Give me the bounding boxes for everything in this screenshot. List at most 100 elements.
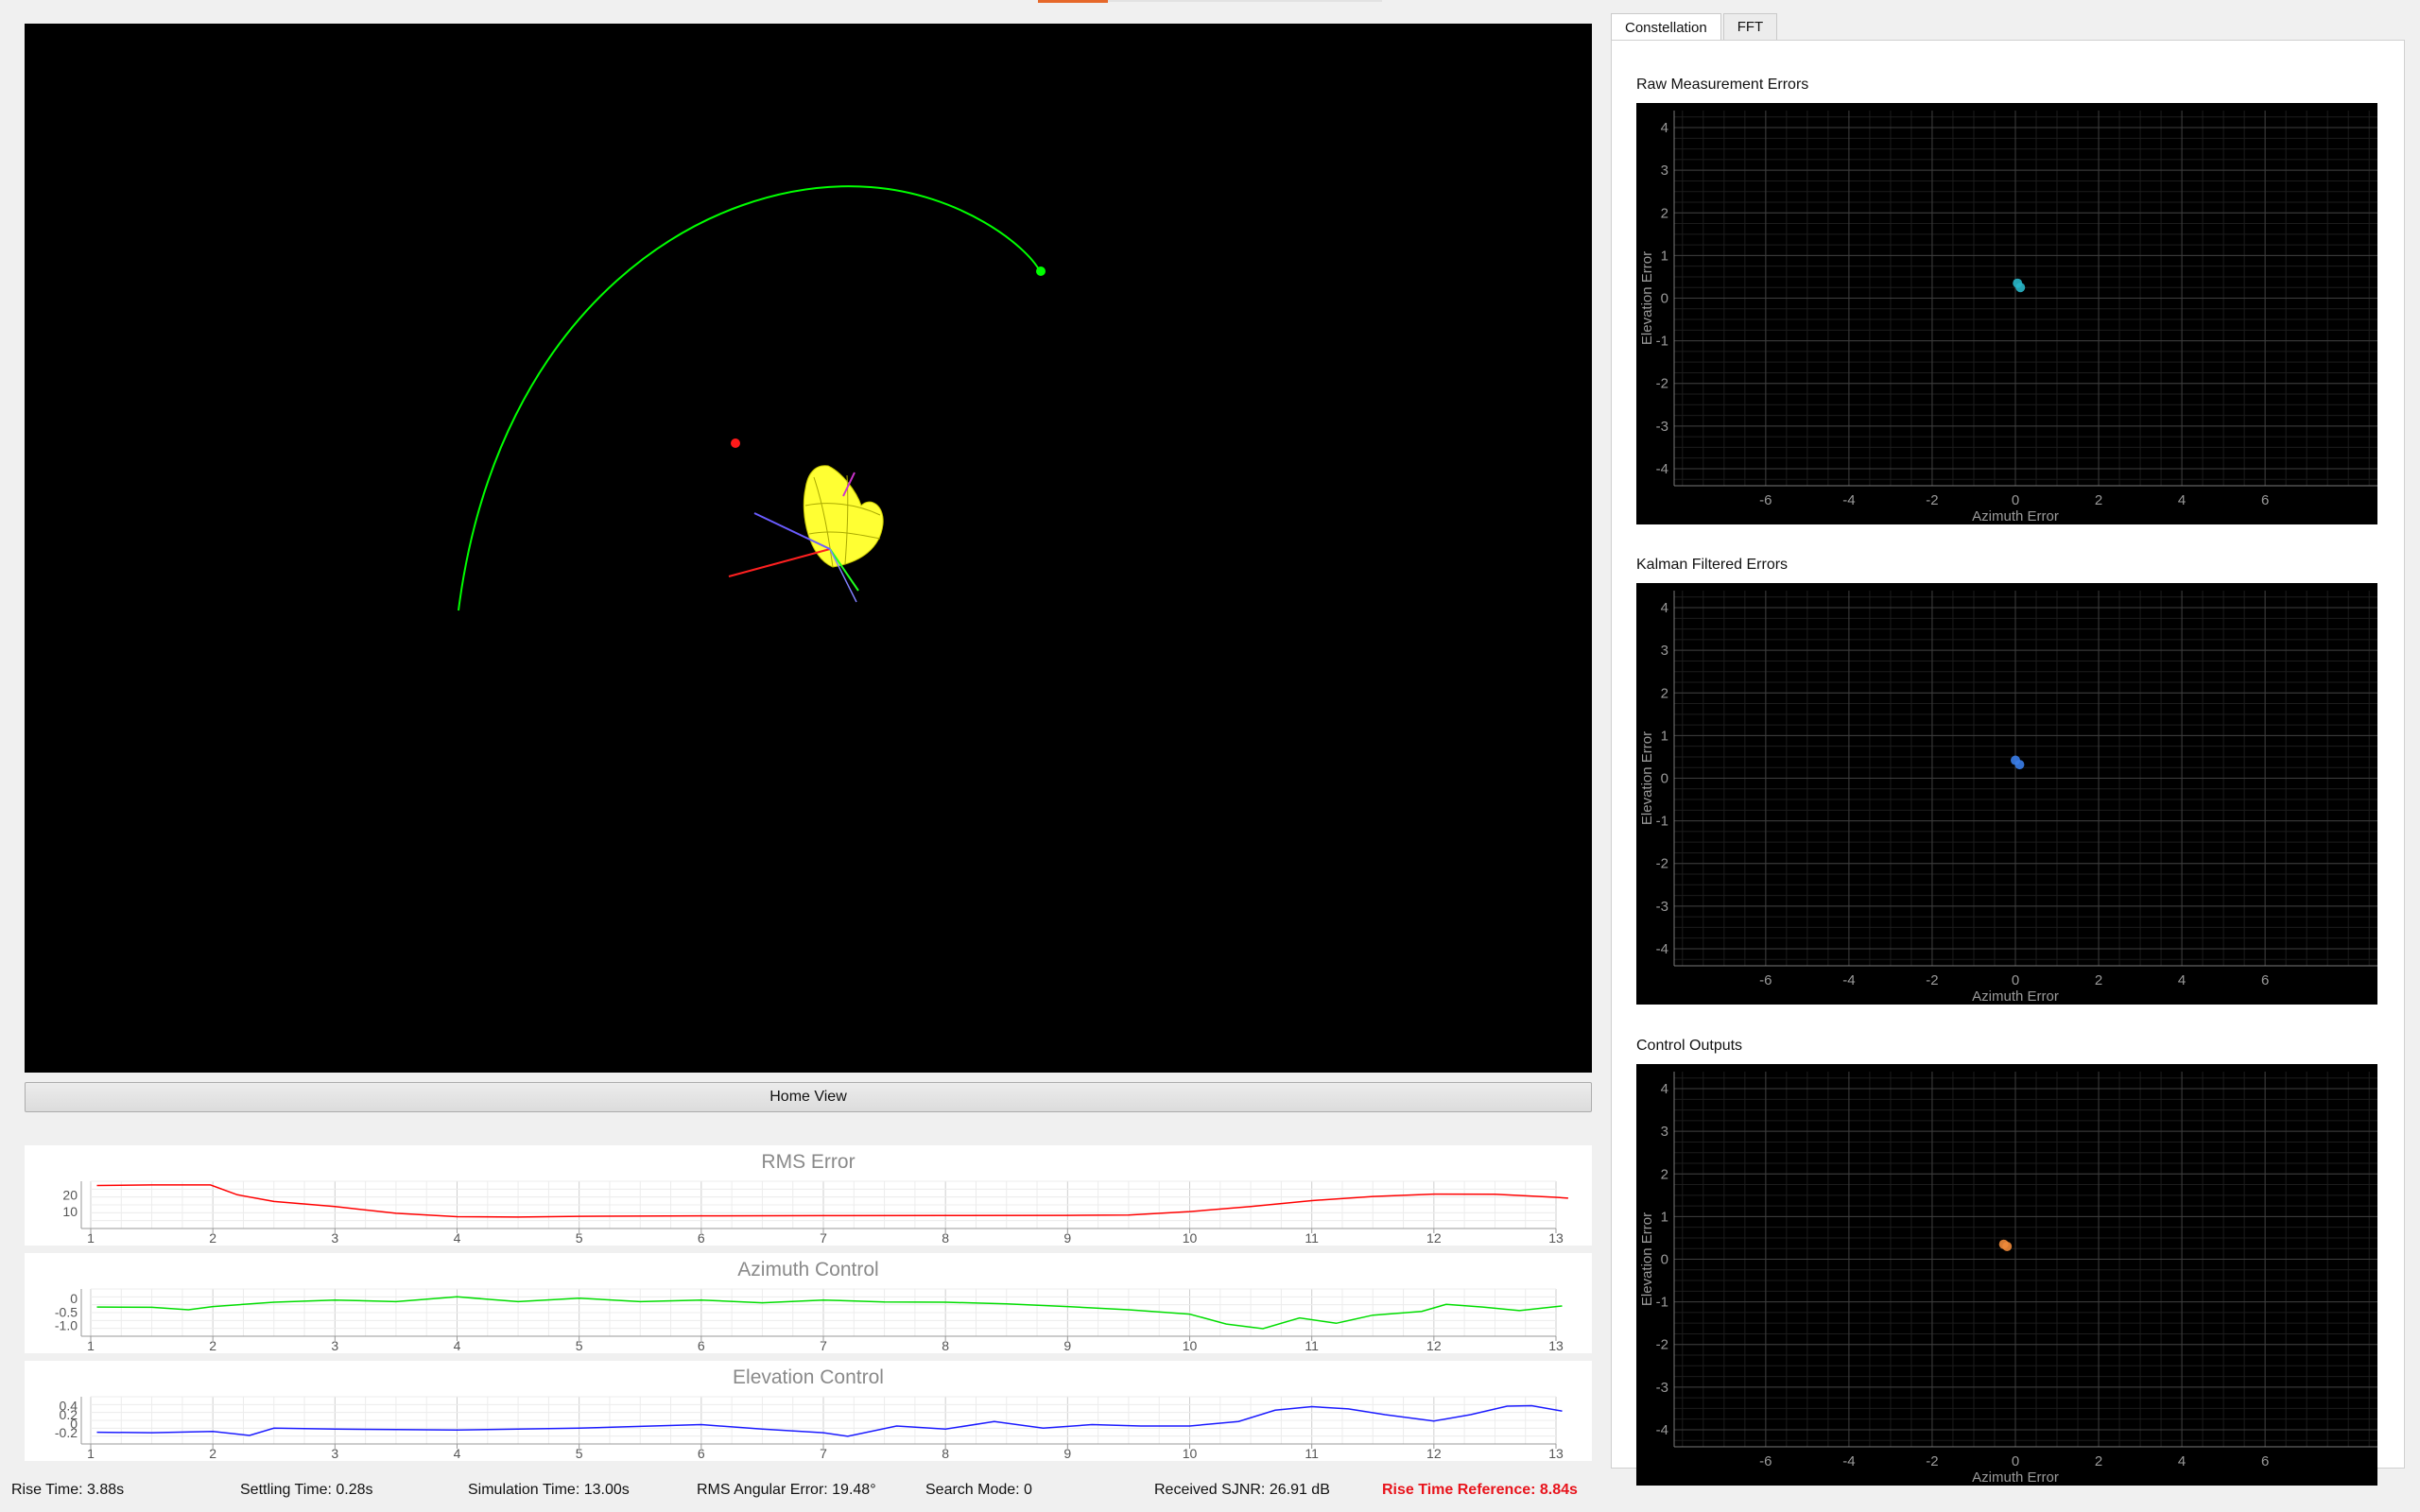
y-tick-label: -0.2 (55, 1425, 78, 1440)
x-tick-label: 7 (820, 1446, 827, 1461)
3d-viewport[interactable] (25, 24, 1592, 1073)
y-tick-label: 0 (1661, 1252, 1668, 1268)
y-tick-label: 3 (1661, 163, 1668, 179)
x-tick-label: 5 (576, 1230, 583, 1246)
x-tick-label: 3 (331, 1230, 338, 1246)
x-tick-label: 2 (209, 1230, 216, 1246)
tab-bar: Constellation FFT (1611, 13, 1779, 41)
y-tick-label: -2 (1656, 1337, 1668, 1353)
x-tick-label: 4 (2178, 492, 2186, 508)
x-tick-label: 2 (2095, 1453, 2102, 1469)
x-tick-label: 3 (331, 1338, 338, 1353)
y-tick-label: -1 (1656, 1295, 1668, 1311)
y-tick-label: 0 (70, 1417, 78, 1432)
x-tick-label: 0 (2012, 1453, 2019, 1469)
scatter-point (2002, 1241, 2013, 1251)
x-tick-label: 13 (1548, 1230, 1564, 1246)
x-axis-label: Azimuth Error (1972, 988, 2059, 1005)
x-tick-label: 10 (1183, 1230, 1198, 1246)
y-tick-label: -0.5 (55, 1304, 78, 1319)
scatter-point (2014, 760, 2025, 770)
y-tick-label: -1.0 (55, 1318, 78, 1333)
x-tick-label: -6 (1759, 492, 1772, 508)
y-tick-label: -2 (1656, 376, 1668, 392)
strip-title: RMS Error (761, 1151, 855, 1173)
elevation-control-chart: Elevation Control 1 2 3 4 5 6 7 8 9 10 11 12 13 0.4 0.2… (25, 1361, 1592, 1461)
y-tick-label: 0 (1661, 291, 1668, 307)
tab-constellation[interactable]: Constellation (1611, 13, 1721, 41)
kalman-errors-title: Kalman Filtered Errors (1636, 557, 1789, 573)
rise-time-readout: Rise Time: 3.88s (11, 1482, 125, 1498)
kalman-errors-plot[interactable]: -6 -4 -2 0 2 4 6 4 3 2 1 0 -1 -2 -3 -4 Azimuth Error Elev… (1636, 583, 2377, 1005)
x-tick-label: 2 (2095, 492, 2102, 508)
x-tick-label: 5 (576, 1446, 583, 1461)
y-tick-label: 2 (1661, 685, 1668, 701)
x-tick-label: 12 (1426, 1446, 1442, 1461)
raw-errors-plot[interactable]: -6 -4 -2 0 2 4 6 4 3 2 1 0 -1 -2 -3 -4 Azimuth Error Elev… (1636, 103, 2377, 524)
3d-scene (458, 185, 1046, 611)
x-tick-label: 8 (942, 1338, 949, 1353)
x-tick-label: 4 (454, 1338, 461, 1353)
x-tick-label: -6 (1759, 972, 1772, 988)
x-tick-label: 6 (698, 1446, 705, 1461)
home-view-button[interactable]: Home View (25, 1082, 1592, 1112)
x-tick-label: 2 (209, 1338, 216, 1353)
axes-gizmo (728, 472, 859, 603)
x-tick-label: 11 (1305, 1338, 1319, 1353)
scatter-svg: -6 -4 -2 0 2 4 6 4 3 2 1 0 -1 -2 -3 -4 Azimuth Error Elev… (1639, 591, 2377, 1005)
x-tick-label: -4 (1842, 1453, 1855, 1469)
rms-error-chart: RMS Error 1 2 3 4 5 6 7 8 9 10 11 12 13 20 10 (25, 1145, 1592, 1246)
trajectory-arc (458, 185, 1041, 611)
y-axis-label: Elevation Error (1639, 251, 1655, 345)
x-tick-label: 4 (454, 1446, 461, 1461)
y-axis-label: Elevation Error (1639, 731, 1655, 825)
y-tick-label: 4 (1661, 600, 1668, 616)
control-outputs-plot[interactable]: -6 -4 -2 0 2 4 6 4 3 2 1 0 -1 -2 -3 -4 Azimuth Error Elev… (1636, 1064, 2377, 1486)
x-axis-label: Azimuth Error (1972, 508, 2059, 524)
y-tick-label: 4 (1661, 120, 1668, 136)
y-tick-label: 0 (70, 1291, 78, 1306)
x-tick-label: 7 (820, 1230, 827, 1246)
x-tick-label: 3 (331, 1446, 338, 1461)
x-tick-label: 6 (698, 1338, 705, 1353)
y-tick-label: 1 (1661, 728, 1668, 744)
top-accent-bar (1038, 0, 1108, 3)
x-tick-label: 11 (1305, 1446, 1319, 1461)
x-tick-label: 12 (1426, 1338, 1442, 1353)
y-tick-label: 4 (1661, 1081, 1668, 1097)
x-tick-label: 6 (2261, 1453, 2269, 1469)
x-tick-label: -6 (1759, 1453, 1772, 1469)
rms-angular-error-readout: RMS Angular Error: 19.48° (697, 1482, 876, 1498)
x-tick-label: -4 (1842, 492, 1855, 508)
x-tick-label: 4 (2178, 1453, 2186, 1469)
x-tick-label: 6 (698, 1230, 705, 1246)
x-tick-label: 13 (1548, 1446, 1564, 1461)
y-tick-label: 3 (1661, 643, 1668, 659)
x-tick-label: 0 (2012, 492, 2019, 508)
x-tick-label: 1 (87, 1446, 95, 1461)
rise-time-reference-readout: Rise Time Reference: 8.84s (1382, 1482, 1578, 1498)
y-tick-label: -3 (1656, 899, 1668, 915)
y-tick-label: -3 (1656, 419, 1668, 435)
x-tick-label: -2 (1926, 972, 1938, 988)
tab-fft[interactable]: FFT (1722, 13, 1778, 40)
x-tick-label: 10 (1183, 1446, 1198, 1461)
strip-title: Azimuth Control (737, 1259, 878, 1280)
y-tick-label: 0 (1661, 771, 1668, 787)
y-tick-label: 0.4 (60, 1399, 78, 1414)
y-tick-label: 1 (1661, 1209, 1668, 1225)
x-tick-label: 2 (2095, 972, 2102, 988)
y-tick-label: -1 (1656, 814, 1668, 830)
y-tick-label: 10 (62, 1204, 78, 1219)
control-outputs-title: Control Outputs (1636, 1038, 1743, 1054)
x-tick-label: 12 (1426, 1230, 1442, 1246)
x-tick-label: 1 (87, 1338, 95, 1353)
y-tick-label: -1 (1656, 334, 1668, 350)
y-tick-label: -4 (1656, 1422, 1668, 1438)
x-tick-label: 8 (942, 1446, 949, 1461)
x-tick-label: 7 (820, 1338, 827, 1353)
x-axis-label: Azimuth Error (1972, 1469, 2059, 1486)
